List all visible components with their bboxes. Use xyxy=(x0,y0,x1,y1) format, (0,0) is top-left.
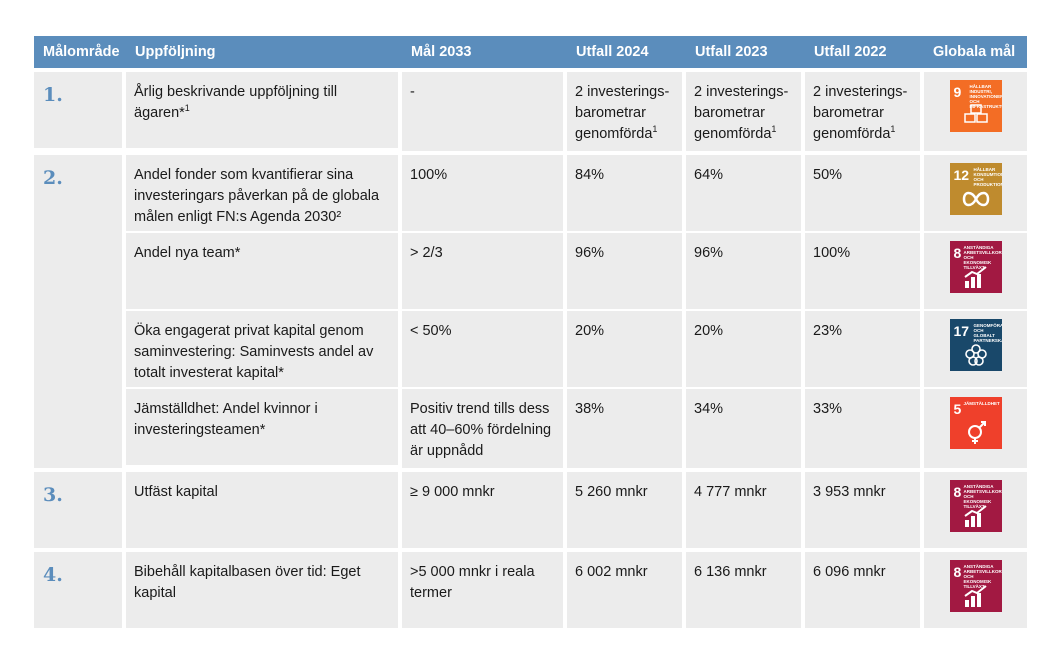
result-2023-cell: 96% xyxy=(686,233,805,309)
sdg-label: Hållbar konsumtion och produktion xyxy=(973,167,1002,187)
row-number: 4. xyxy=(34,552,126,628)
sdg-8-icon: 8 Anständiga arbetsvillkor och ekonomisk… xyxy=(949,480,1002,532)
result-2024-cell: 6 002 mnkr xyxy=(567,552,686,628)
result-2023-cell: 2 investerings-barometrar genomförda1 xyxy=(686,72,805,151)
footnote-ref: 1 xyxy=(184,103,190,113)
growth-icon xyxy=(963,585,987,607)
result-2022-cell: 33% xyxy=(805,389,924,468)
result-text: 2 investerings-barometrar genomförda xyxy=(694,84,789,142)
sdg-cell: 8 Anständiga arbetsvillkor och ekonomisk… xyxy=(924,472,1027,548)
sdg-number: 5 xyxy=(953,401,962,417)
result-2022-cell: 6 096 mnkr xyxy=(805,552,924,628)
result-2022-cell: 2 investerings-barometrar genomförda1 xyxy=(805,72,924,151)
result-2024-cell: 38% xyxy=(567,389,686,468)
sdg-cell: 5 Jämställdhet xyxy=(924,389,1027,468)
sdg-cell: 8 Anständiga arbetsvillkor och ekonomisk… xyxy=(924,552,1027,628)
industry-icon xyxy=(963,104,988,123)
row-divider xyxy=(126,309,1027,311)
result-2024-cell: 2 investerings-barometrar genomförda1 xyxy=(567,72,686,151)
sdg-cell: 9 Hållbar industri, innovationer och inf… xyxy=(924,72,1027,151)
followup-cell: Öka engagerat privat kapital genom samin… xyxy=(126,311,402,387)
sdg-number: 17 xyxy=(953,323,970,339)
sdg-label: Anständiga arbetsvillkor och ekonomisk t… xyxy=(963,564,1002,589)
followup-cell: Bibehåll kapitalbasen över tid: Eget kap… xyxy=(126,552,402,628)
sdg-12-icon: 12 Hållbar konsumtion och produktion xyxy=(949,163,1002,215)
sdg-cell: 8 Anständiga arbetsvillkor och ekonomisk… xyxy=(924,233,1027,309)
sdg-label: Anständiga arbetsvillkor och ekonomisk t… xyxy=(963,484,1002,509)
sdg-label: Anständiga arbetsvillkor och ekonomisk t… xyxy=(963,245,1002,270)
row-number: 2. xyxy=(34,155,126,468)
sdg-number: 8 xyxy=(953,564,962,580)
gender-icon xyxy=(967,421,986,444)
goal-cell: 100% xyxy=(402,155,567,231)
sdg-label: Genomförande och globalt partnerskap xyxy=(973,323,1002,343)
sdg-8-icon: 8 Anständiga arbetsvillkor och ekonomisk… xyxy=(949,241,1002,293)
followup-cell: Andel fonder som kvantifierar sina inves… xyxy=(126,155,402,231)
row-number: 3. xyxy=(34,472,126,548)
goal-cell: >5 000 mnkr i reala termer xyxy=(402,552,567,628)
header-uppfoljning: Uppföljning xyxy=(126,36,402,68)
goal-cell: Positiv trend tills dess att 40–60% förd… xyxy=(402,389,567,468)
sdg-5-icon: 5 Jämställdhet xyxy=(949,397,1002,449)
sdg-label: Hållbar industri, innovationer och infra… xyxy=(969,84,1002,109)
row-gap xyxy=(34,68,1027,72)
result-2022-cell: 3 953 mnkr xyxy=(805,472,924,548)
header-utfall-2022: Utfall 2022 xyxy=(805,36,924,68)
goals-table: Målområde Uppföljning Mål 2033 Utfall 20… xyxy=(34,36,1027,628)
growth-icon xyxy=(963,505,987,527)
sdg-number: 8 xyxy=(953,245,962,261)
sdg-number: 8 xyxy=(953,484,962,500)
row-number: 1. xyxy=(34,72,126,148)
infinity-icon xyxy=(962,191,989,207)
growth-icon xyxy=(963,266,987,288)
goal-cell: ≥ 9 000 mnkr xyxy=(402,472,567,548)
sdg-cell: 12 Hållbar konsumtion och produktion xyxy=(924,155,1027,231)
header-malomrade: Målområde xyxy=(34,36,126,68)
goal-cell: > 2/3 xyxy=(402,233,567,309)
result-text: 2 investerings-barometrar genomförda xyxy=(813,84,908,142)
header-mal-2033: Mål 2033 xyxy=(402,36,567,68)
followup-cell: Årlig beskrivande uppföljning till ägare… xyxy=(126,72,402,148)
footnote-ref: 1 xyxy=(771,124,777,134)
footnote-ref: 1 xyxy=(890,124,896,134)
result-2024-cell: 20% xyxy=(567,311,686,387)
header-utfall-2023: Utfall 2023 xyxy=(686,36,805,68)
sdg-number: 9 xyxy=(953,84,962,100)
result-2023-cell: 64% xyxy=(686,155,805,231)
result-2023-cell: 34% xyxy=(686,389,805,468)
sdg-number: 12 xyxy=(953,167,970,183)
goal-cell: < 50% xyxy=(402,311,567,387)
followup-text: Årlig beskrivande uppföljning till ägare… xyxy=(134,84,338,121)
result-2022-cell: 50% xyxy=(805,155,924,231)
partnership-icon xyxy=(964,344,987,366)
sdg-9-icon: 9 Hållbar industri, innovationer och inf… xyxy=(949,80,1002,132)
sdg-17-icon: 17 Genomförande och globalt partnerskap xyxy=(949,319,1002,371)
followup-cell: Jämställdhet: Andel kvinnor i investerin… xyxy=(126,389,402,465)
result-2024-cell: 84% xyxy=(567,155,686,231)
row-gap xyxy=(34,151,1027,155)
row-gap xyxy=(34,468,1027,472)
result-2024-cell: 96% xyxy=(567,233,686,309)
result-2023-cell: 6 136 mnkr xyxy=(686,552,805,628)
result-2023-cell: 20% xyxy=(686,311,805,387)
result-2022-cell: 100% xyxy=(805,233,924,309)
result-2022-cell: 23% xyxy=(805,311,924,387)
result-2023-cell: 4 777 mnkr xyxy=(686,472,805,548)
header-globala-mal: Globala mål xyxy=(924,36,1027,68)
followup-cell: Utfäst kapital xyxy=(126,472,402,548)
followup-cell: Andel nya team* xyxy=(126,233,402,309)
footnote-ref: 1 xyxy=(652,124,658,134)
result-2024-cell: 5 260 mnkr xyxy=(567,472,686,548)
sdg-cell: 17 Genomförande och globalt partnerskap xyxy=(924,311,1027,387)
sdg-8-icon: 8 Anständiga arbetsvillkor och ekonomisk… xyxy=(949,560,1002,612)
sdg-label: Jämställdhet xyxy=(963,401,1000,406)
row-divider xyxy=(126,231,1027,233)
result-text: 2 investerings-barometrar genomförda xyxy=(575,84,670,142)
row-gap xyxy=(34,548,1027,552)
header-utfall-2024: Utfall 2024 xyxy=(567,36,686,68)
goal-cell: - xyxy=(402,72,567,151)
row-divider xyxy=(126,387,1027,389)
